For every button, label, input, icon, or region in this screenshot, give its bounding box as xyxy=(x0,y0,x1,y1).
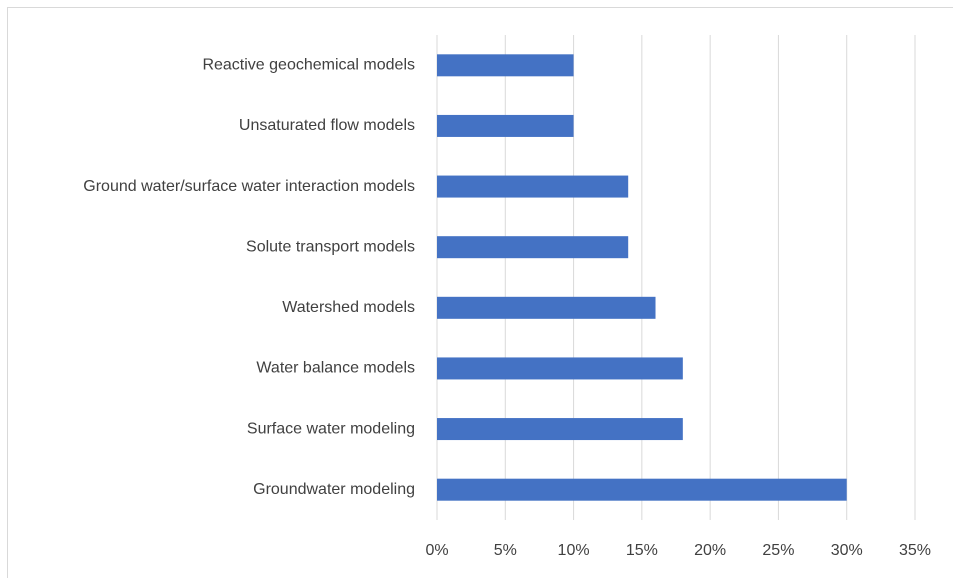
bar xyxy=(437,175,629,198)
bar xyxy=(437,236,629,259)
bar xyxy=(437,418,683,441)
x-tick-label: 15% xyxy=(626,542,658,559)
x-tick-label: 5% xyxy=(494,542,517,559)
y-tick-label: Groundwater modeling xyxy=(253,481,415,498)
x-tick-label: 10% xyxy=(558,542,590,559)
x-tick-label: 0% xyxy=(425,542,448,559)
y-tick-label: Water balance models xyxy=(256,360,415,377)
bar xyxy=(437,54,574,77)
chart-frame xyxy=(7,7,953,578)
x-tick-label: 35% xyxy=(899,542,931,559)
bar xyxy=(437,357,683,380)
y-tick-label: Watershed models xyxy=(282,299,415,316)
x-tick-label: 30% xyxy=(831,542,863,559)
bar xyxy=(437,296,656,319)
x-tick-label: 25% xyxy=(762,542,794,559)
y-tick-label: Unsaturated flow models xyxy=(239,117,415,134)
y-tick-label: Ground water/surface water interaction m… xyxy=(83,178,415,195)
bar xyxy=(437,478,847,501)
bar xyxy=(437,114,574,137)
y-tick-label: Reactive geochemical models xyxy=(202,57,415,74)
x-tick-label: 20% xyxy=(694,542,726,559)
y-tick-label: Surface water modeling xyxy=(247,420,415,437)
y-tick-label: Solute transport models xyxy=(246,238,415,255)
